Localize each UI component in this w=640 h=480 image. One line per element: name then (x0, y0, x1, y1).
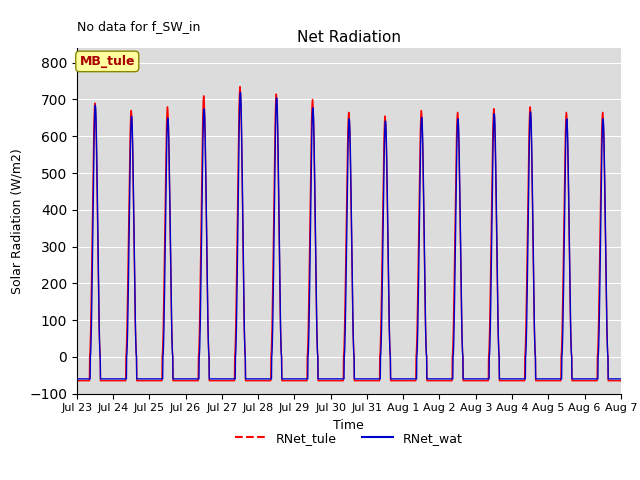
Legend: RNet_tule, RNet_wat: RNet_tule, RNet_wat (230, 427, 468, 450)
Text: No data for f_SW_in: No data for f_SW_in (77, 20, 200, 33)
Text: MB_tule: MB_tule (79, 55, 135, 68)
Title: Net Radiation: Net Radiation (297, 30, 401, 46)
Y-axis label: Solar Radiation (W/m2): Solar Radiation (W/m2) (10, 148, 24, 294)
X-axis label: Time: Time (333, 419, 364, 432)
